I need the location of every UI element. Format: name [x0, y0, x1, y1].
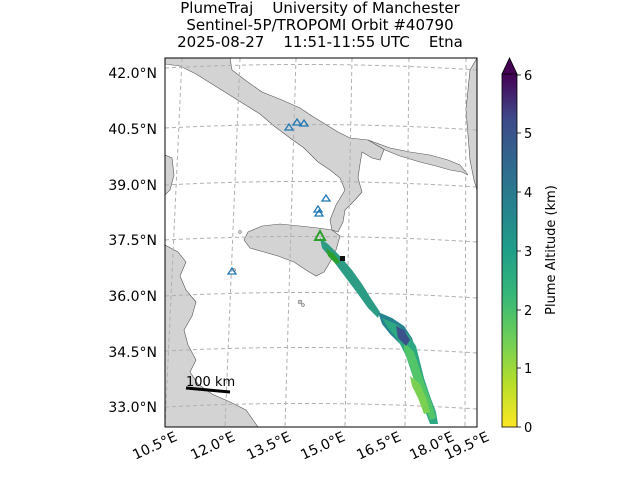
- colorbar-tick: 3: [524, 245, 532, 260]
- volcano-marker: [283, 122, 295, 131]
- volcano-marker: [313, 208, 325, 217]
- map-panel: 100 km: [165, 58, 477, 427]
- latitude-labels: 42.0°N 40.5°N 39.0°N 37.5°N 36.0°N 34.5°…: [108, 66, 157, 416]
- scale-bar-label: 100 km: [186, 375, 235, 390]
- lat-label: 36.0°N: [108, 289, 157, 305]
- lat-label: 40.5°N: [108, 122, 157, 138]
- title-line-2: Sentinel-5P/TROPOMI Orbit #40790: [186, 16, 454, 34]
- longitude-labels: 10.5°E 12.0°E 13.5°E 15.0°E 16.5°E 18.0°…: [130, 429, 491, 463]
- lon-label: 10.5°E: [130, 429, 179, 463]
- colorbar-tick: 1: [524, 362, 532, 377]
- colorbar-tick: 0: [524, 421, 532, 436]
- colorbar-gradient: [501, 73, 518, 428]
- volcano-marker: [226, 266, 238, 275]
- italy-mainland: [165, 58, 386, 233]
- volcano-markers: [226, 117, 332, 275]
- title-line-3: 2025-08-27 11:51-11:55 UTC Etna: [177, 33, 463, 51]
- lon-label: 12.0°E: [188, 429, 237, 463]
- lat-label: 42.0°N: [108, 66, 157, 82]
- lat-label: 37.5°N: [108, 233, 157, 249]
- volcano-marker: [320, 193, 332, 202]
- colorbar: 0 1 2 3 4 5 6 Plume Altitude (km): [501, 57, 559, 436]
- colorbar-tick: 4: [524, 186, 532, 201]
- colorbar-tick: 6: [524, 69, 532, 84]
- chart-title: PlumeTraj University of Manchester Senti…: [150, 0, 490, 51]
- gridlines: [165, 58, 477, 427]
- etna-source-marker: [313, 228, 327, 241]
- volcano-marker: [298, 118, 310, 127]
- title-line-1: PlumeTraj University of Manchester: [180, 0, 460, 17]
- scale-bar: [185, 386, 231, 394]
- lat-label: 39.0°N: [108, 178, 157, 194]
- volcano-marker: [291, 117, 303, 126]
- lon-label: 16.5°E: [354, 429, 403, 463]
- lon-label: 13.5°E: [244, 429, 293, 463]
- colorbar-tick: 2: [524, 304, 532, 319]
- puglia: [367, 139, 469, 176]
- colorbar-label: Plume Altitude (km): [544, 185, 559, 315]
- colorbar-extend-arrow: [501, 57, 518, 75]
- tunisia: [165, 244, 259, 427]
- lon-label: 15.0°E: [298, 429, 347, 463]
- ash-plume: [320, 238, 438, 424]
- lat-label: 33.0°N: [108, 400, 157, 416]
- lat-label: 34.5°N: [108, 345, 157, 361]
- colorbar-tick: 5: [524, 127, 532, 142]
